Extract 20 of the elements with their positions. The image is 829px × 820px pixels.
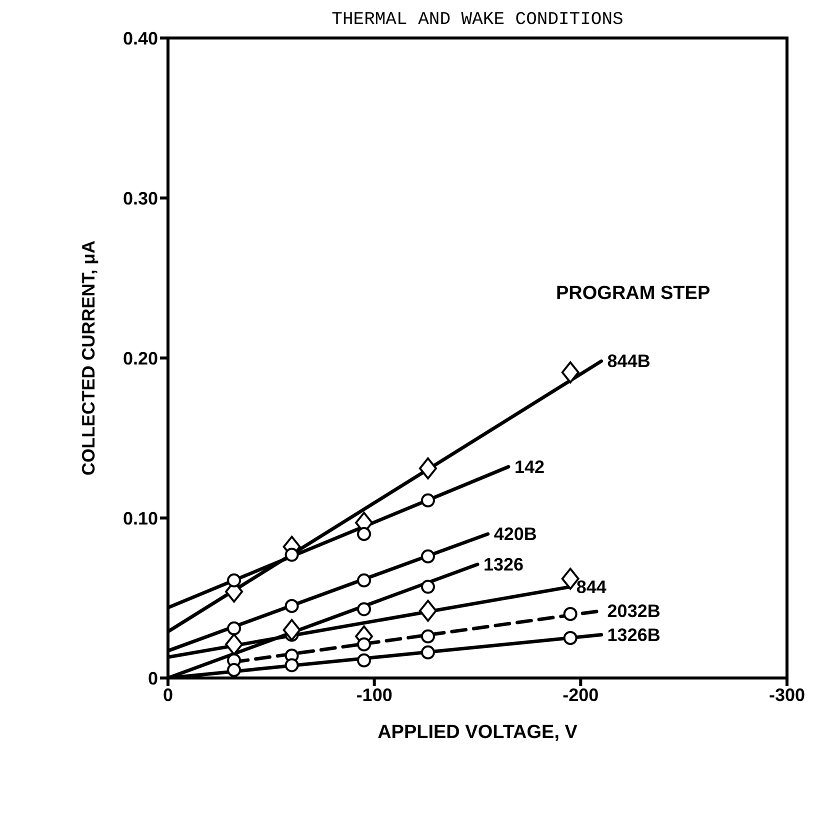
series-label: 420B — [494, 524, 537, 544]
x-tick-label: -100 — [356, 684, 392, 705]
x-tick-label: -200 — [562, 684, 599, 705]
y-tick-label: 0.20 — [122, 348, 158, 368]
y-tick-label: 0.40 — [122, 28, 158, 48]
series-label: 2032B — [607, 600, 660, 621]
series-label: 1326 — [484, 554, 524, 574]
y-tick-label: 0.10 — [122, 508, 158, 528]
y-tick-label: 0.30 — [122, 188, 158, 208]
series-label: 142 — [514, 456, 544, 477]
annotation: PROGRAM STEP — [556, 283, 710, 305]
x-tick-label: -300 — [768, 684, 806, 705]
series-label: 844 — [576, 576, 606, 597]
series-label: 844B — [607, 351, 650, 372]
y-axis-title: COLLECTED CURRENT, μA — [78, 240, 98, 476]
x-tick-label: 0 — [162, 684, 174, 705]
series-label: 1326B — [607, 624, 660, 645]
x-axis-title: APPLIED VOLTAGE, V — [378, 722, 578, 743]
chart-title: THERMAL AND WAKE CONDITIONS — [330, 10, 624, 30]
y-tick-label: 0 — [148, 668, 158, 688]
